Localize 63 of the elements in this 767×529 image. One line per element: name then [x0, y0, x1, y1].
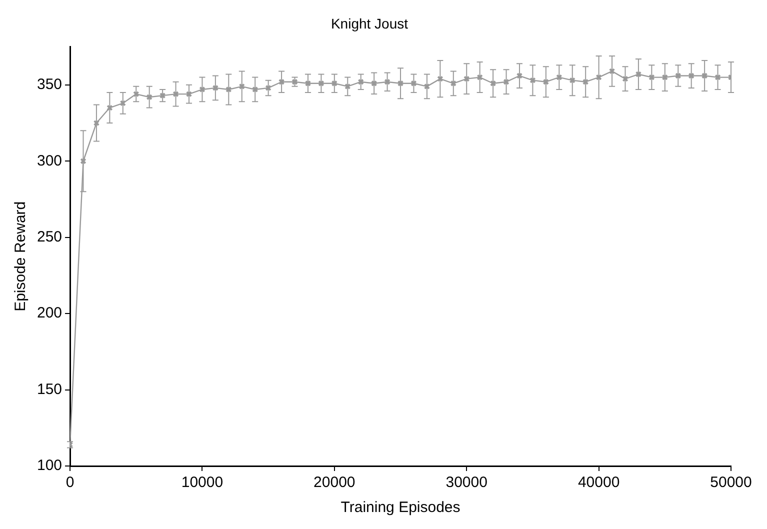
point — [463, 76, 470, 82]
point — [370, 80, 378, 87]
point — [172, 90, 179, 98]
point — [530, 77, 536, 84]
point — [662, 74, 668, 80]
point — [596, 74, 602, 80]
point — [635, 71, 642, 78]
point — [146, 94, 152, 100]
point — [542, 78, 550, 85]
x-axis-title: Training Episodes — [340, 499, 460, 516]
x-tick-label: 0 — [66, 474, 74, 492]
x-tick-label: 30000 — [446, 474, 488, 492]
x-tick-label: 50000 — [710, 474, 752, 492]
point — [397, 80, 404, 87]
y-tick-label: 100 — [36, 457, 62, 474]
y-axis-title: Episode Reward — [12, 201, 30, 312]
point — [675, 72, 682, 79]
point — [410, 80, 417, 87]
point — [476, 74, 483, 80]
point — [265, 84, 272, 92]
point — [608, 68, 616, 74]
point — [304, 80, 312, 87]
point — [331, 80, 338, 87]
point — [226, 86, 232, 93]
point — [582, 78, 589, 85]
x-tick-label: 10000 — [181, 474, 224, 492]
point — [199, 86, 206, 93]
point — [318, 80, 324, 87]
point — [503, 78, 510, 85]
point — [622, 76, 628, 82]
point — [701, 72, 708, 79]
y-tick-label: 250 — [36, 228, 62, 246]
point — [437, 76, 444, 82]
x-tick-label: 20000 — [314, 474, 356, 492]
point — [450, 80, 457, 87]
x-tick-label: 40000 — [578, 474, 620, 492]
point — [238, 83, 245, 90]
point — [569, 77, 576, 84]
y-tick-label: 150 — [36, 380, 62, 398]
point — [556, 74, 562, 80]
point — [424, 83, 430, 90]
point — [490, 80, 496, 87]
point — [384, 78, 390, 85]
point — [212, 84, 219, 92]
point — [120, 100, 126, 106]
point — [80, 158, 86, 164]
point — [516, 72, 523, 79]
point — [252, 86, 258, 93]
point — [648, 74, 655, 80]
point — [186, 90, 192, 98]
point — [358, 78, 364, 85]
y-tick-label: 300 — [36, 152, 62, 170]
point — [714, 74, 721, 80]
point — [278, 78, 285, 85]
y-tick-label: 350 — [36, 76, 62, 94]
point — [159, 92, 166, 99]
point — [133, 90, 140, 98]
point — [106, 104, 113, 111]
point — [344, 83, 351, 90]
chart-title: Knight Joust — [330, 15, 408, 32]
point — [93, 120, 100, 126]
y-tick-label: 200 — [36, 304, 62, 322]
point — [688, 72, 694, 79]
